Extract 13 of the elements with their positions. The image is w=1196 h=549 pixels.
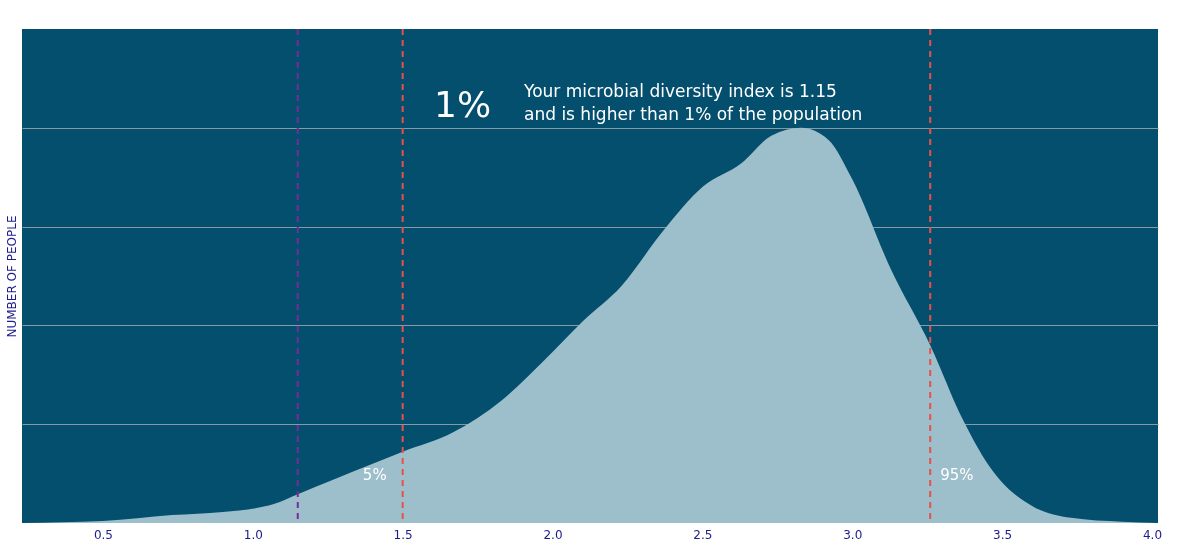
- annotation: 5%: [362, 466, 387, 484]
- annotation: 95%: [940, 466, 974, 484]
- x-tick-label: 3.5: [993, 527, 1013, 542]
- x-tick-label: 3.0: [843, 527, 863, 542]
- text: Your microbial diversity index is 1.15 and is higher than 1% of the population: [523, 81, 863, 124]
- x-tick-label: 0.5: [93, 527, 113, 542]
- x-tick-label: 1.0: [243, 527, 263, 542]
- x-tick-label: 2.5: [693, 527, 713, 542]
- y-axis-title: NUMBER OF PEOPLE: [4, 215, 19, 338]
- x-tick-label: 2.0: [543, 527, 563, 542]
- x-tick-label: 4.0: [1142, 527, 1163, 542]
- text: 1%: [434, 84, 492, 125]
- x-tick-label: 1.5: [393, 527, 413, 542]
